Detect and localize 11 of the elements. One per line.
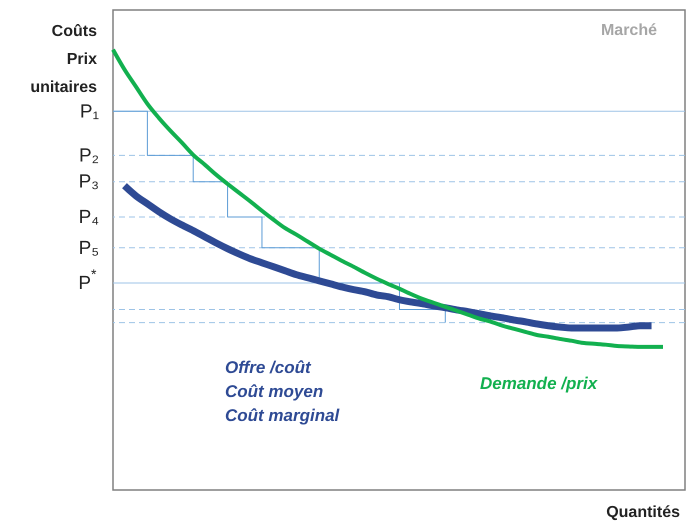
ref-line-label: P₂ xyxy=(78,145,99,166)
ref-line-label: P₄ xyxy=(78,206,100,228)
ref-line-label: P₅ xyxy=(78,238,99,259)
series-label: Demande /prix xyxy=(480,374,599,393)
y-axis-title: Coûts Prix unitaires xyxy=(30,23,98,96)
ref-line-label: P₃ xyxy=(78,172,99,193)
text: Offre /coût Coût moyen Coût marginal xyxy=(225,358,341,425)
x-axis-title: Quantités xyxy=(606,504,680,521)
chart-title: Marché xyxy=(600,22,658,39)
ref-line-label: P* xyxy=(78,266,97,294)
ref-line-label: P₁ xyxy=(80,101,99,122)
